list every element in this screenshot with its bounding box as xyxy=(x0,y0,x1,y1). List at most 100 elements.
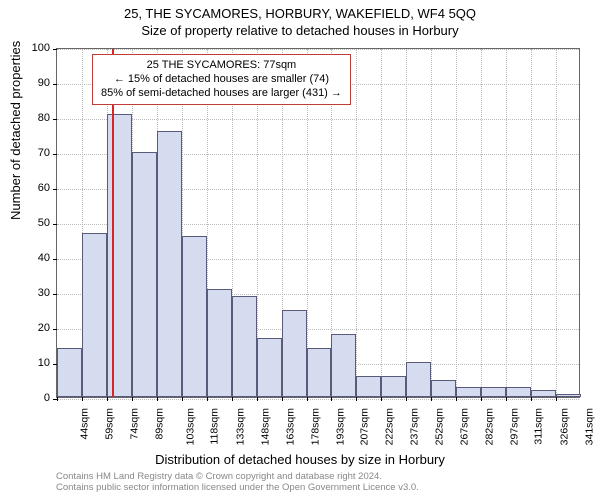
footer: Contains HM Land Registry data © Crown c… xyxy=(56,472,419,494)
xtick-label: 222sqm xyxy=(384,408,396,445)
gridline-v xyxy=(506,49,507,397)
histogram-bar xyxy=(431,380,456,398)
histogram-bar xyxy=(406,362,431,397)
gridline-h xyxy=(57,49,579,50)
xtick-label: 103sqm xyxy=(184,408,196,445)
xtick-mark xyxy=(282,397,283,401)
gridline-h xyxy=(57,399,579,400)
ytick-label: 0 xyxy=(20,392,50,404)
xtick-label: 237sqm xyxy=(409,408,421,445)
xtick-label: 341sqm xyxy=(583,408,595,445)
gridline-v xyxy=(556,49,557,397)
ytick-label: 60 xyxy=(20,182,50,194)
xtick-label: 207sqm xyxy=(359,408,371,445)
histogram-bar xyxy=(506,387,531,398)
histogram-bar xyxy=(82,233,107,398)
xtick-mark xyxy=(257,397,258,401)
xtick-mark xyxy=(506,397,507,401)
ytick-label: 80 xyxy=(20,112,50,124)
gridline-v xyxy=(481,49,482,397)
histogram-bar xyxy=(157,131,182,397)
xtick-label: 163sqm xyxy=(284,408,296,445)
xtick-mark xyxy=(431,397,432,401)
xtick-mark xyxy=(307,397,308,401)
annotation-line2: ← 15% of detached houses are smaller (74… xyxy=(101,73,342,87)
xtick-mark xyxy=(57,397,58,401)
xtick-label: 311sqm xyxy=(533,408,545,445)
histogram-bar xyxy=(182,236,207,397)
ytick-mark xyxy=(53,49,57,50)
gridline-v xyxy=(356,49,357,397)
ytick-label: 90 xyxy=(20,77,50,89)
ytick-mark xyxy=(53,329,57,330)
xtick-mark xyxy=(82,397,83,401)
xtick-mark xyxy=(232,397,233,401)
histogram-bar xyxy=(481,387,506,398)
histogram-bar xyxy=(207,289,232,398)
xtick-label: 89sqm xyxy=(153,408,165,440)
histogram-bar xyxy=(381,376,406,397)
gridline-v xyxy=(381,49,382,397)
histogram-bar xyxy=(132,152,157,397)
histogram-bar xyxy=(232,296,257,398)
ytick-label: 20 xyxy=(20,322,50,334)
ytick-mark xyxy=(53,259,57,260)
ytick-label: 30 xyxy=(20,287,50,299)
xtick-mark xyxy=(531,397,532,401)
xtick-mark xyxy=(107,397,108,401)
chart-area: 25 THE SYCAMORES: 77sqm ← 15% of detache… xyxy=(56,48,580,398)
xtick-label: 44sqm xyxy=(79,408,91,440)
ytick-label: 50 xyxy=(20,217,50,229)
xtick-mark xyxy=(381,397,382,401)
xtick-mark xyxy=(157,397,158,401)
xtick-mark xyxy=(132,397,133,401)
xtick-mark xyxy=(356,397,357,401)
ytick-mark xyxy=(53,189,57,190)
gridline-h xyxy=(57,119,579,120)
xtick-mark xyxy=(182,397,183,401)
xtick-label: 267sqm xyxy=(459,408,471,445)
xtick-label: 133sqm xyxy=(234,408,246,445)
x-axis-label: Distribution of detached houses by size … xyxy=(0,452,600,467)
xtick-mark xyxy=(207,397,208,401)
xtick-mark xyxy=(556,397,557,401)
xtick-label: 178sqm xyxy=(309,408,321,445)
ytick-label: 40 xyxy=(20,252,50,264)
histogram-bar xyxy=(282,310,307,398)
histogram-bar xyxy=(331,334,356,397)
xtick-mark xyxy=(456,397,457,401)
xtick-label: 59sqm xyxy=(103,408,115,440)
xtick-mark xyxy=(331,397,332,401)
gridline-v xyxy=(531,49,532,397)
xtick-label: 252sqm xyxy=(434,408,446,445)
xtick-label: 326sqm xyxy=(558,408,570,445)
histogram-bar xyxy=(556,394,581,398)
ytick-mark xyxy=(53,154,57,155)
xtick-label: 297sqm xyxy=(509,408,521,445)
histogram-bar xyxy=(57,348,82,397)
annotation-line3: 85% of semi-detached houses are larger (… xyxy=(101,87,342,101)
ytick-label: 10 xyxy=(20,357,50,369)
page-title: 25, THE SYCAMORES, HORBURY, WAKEFIELD, W… xyxy=(0,0,600,21)
annotation-line1: 25 THE SYCAMORES: 77sqm xyxy=(101,59,342,73)
xtick-mark xyxy=(406,397,407,401)
ytick-mark xyxy=(53,224,57,225)
histogram-bar xyxy=(531,390,556,397)
xtick-label: 282sqm xyxy=(484,408,496,445)
footer-line2: Contains public sector information licen… xyxy=(56,483,419,494)
histogram-bar xyxy=(257,338,282,398)
histogram-bar xyxy=(356,376,381,397)
gridline-v xyxy=(431,49,432,397)
ytick-mark xyxy=(53,294,57,295)
histogram-bar xyxy=(307,348,332,397)
ytick-mark xyxy=(53,84,57,85)
histogram-bar xyxy=(456,387,481,398)
gridline-v xyxy=(456,49,457,397)
ytick-label: 100 xyxy=(20,42,50,54)
ytick-mark xyxy=(53,119,57,120)
xtick-label: 148sqm xyxy=(259,408,271,445)
xtick-label: 74sqm xyxy=(128,408,140,440)
ytick-label: 70 xyxy=(20,147,50,159)
annotation-box: 25 THE SYCAMORES: 77sqm ← 15% of detache… xyxy=(92,54,351,105)
xtick-label: 193sqm xyxy=(334,408,346,445)
